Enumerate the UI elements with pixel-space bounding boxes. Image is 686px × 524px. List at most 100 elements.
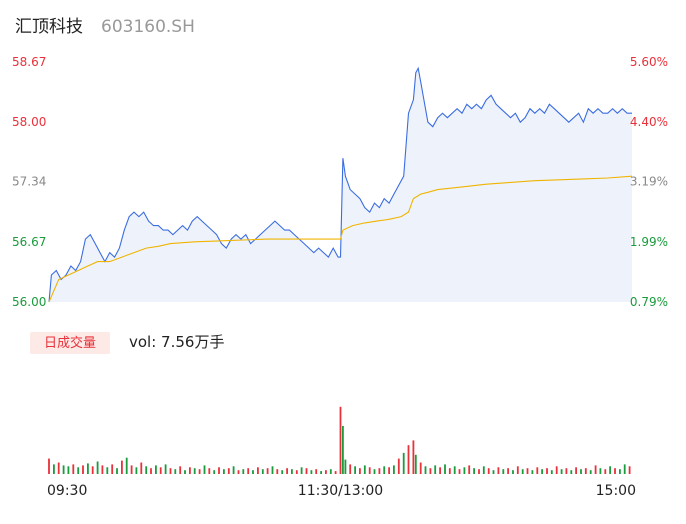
volume-bar bbox=[121, 460, 123, 474]
volume-bar bbox=[516, 466, 519, 474]
right-tick-label: 3.19% bbox=[630, 175, 668, 189]
volume-bar bbox=[575, 467, 577, 474]
volume-bar bbox=[599, 468, 602, 474]
volume-bar bbox=[393, 465, 395, 474]
volume-bar bbox=[359, 468, 361, 474]
volume-bar bbox=[252, 470, 254, 474]
volume-bar bbox=[169, 468, 172, 474]
volume-bar bbox=[310, 470, 313, 474]
volume-bar bbox=[227, 468, 230, 474]
volume-bar bbox=[412, 440, 415, 474]
volume-bar bbox=[62, 465, 65, 474]
volume-bar bbox=[257, 467, 259, 474]
volume-bar bbox=[155, 465, 157, 474]
volume-bar bbox=[218, 467, 220, 474]
volume-bar bbox=[116, 468, 118, 474]
volume-bar bbox=[48, 458, 50, 474]
volume-bar bbox=[512, 470, 514, 474]
left-tick-label: 56.67 bbox=[12, 235, 46, 249]
volume-bar bbox=[429, 468, 432, 474]
volume-bar bbox=[325, 470, 327, 474]
volume-bar bbox=[397, 458, 400, 474]
volume-bar bbox=[536, 467, 539, 474]
volume-bar bbox=[546, 468, 548, 474]
volume-bar bbox=[414, 454, 417, 474]
time-label: 11:30/13:00 bbox=[298, 483, 383, 499]
time-label: 09:30 bbox=[47, 483, 87, 499]
volume-bar bbox=[550, 470, 553, 474]
volume-bar bbox=[208, 468, 211, 474]
right-tick-label: 5.60% bbox=[630, 55, 668, 69]
volume-bar bbox=[101, 465, 104, 474]
volume-bar bbox=[619, 469, 621, 474]
volume-bar bbox=[354, 466, 356, 474]
volume-bar bbox=[135, 467, 138, 474]
volume-bar bbox=[482, 466, 485, 474]
volume-bar bbox=[77, 467, 80, 474]
volume-bar bbox=[560, 469, 563, 474]
average-price-line bbox=[48, 175, 633, 303]
volume-bar bbox=[444, 464, 446, 474]
volume-bar bbox=[589, 470, 592, 474]
volume-bar bbox=[242, 469, 245, 474]
volume-bar bbox=[329, 469, 332, 474]
volume-badge bbox=[30, 332, 110, 354]
volume-bar bbox=[439, 467, 441, 474]
price-panel bbox=[48, 66, 633, 303]
volume-bar bbox=[468, 465, 471, 474]
volume-bar bbox=[232, 466, 235, 474]
right-tick-label: 1.99% bbox=[630, 235, 668, 249]
volume-bar bbox=[580, 469, 582, 474]
volume-bar bbox=[531, 470, 534, 474]
volume-bar bbox=[373, 469, 376, 474]
volume-bar bbox=[164, 464, 167, 474]
volume-bar bbox=[349, 464, 352, 474]
left-tick-label: 56.00 bbox=[12, 295, 46, 309]
volume-bar bbox=[463, 467, 466, 474]
left-price-axis: 58.67 58.00 57.34 56.67 56.00 bbox=[12, 55, 46, 309]
volume-bar bbox=[276, 469, 279, 474]
volume-bar bbox=[368, 467, 371, 474]
volume-bar bbox=[223, 469, 225, 474]
price-line bbox=[48, 66, 632, 303]
volume-bar bbox=[594, 465, 597, 474]
volume-bar bbox=[628, 466, 631, 474]
volume-bar bbox=[315, 469, 318, 474]
volume-bar bbox=[198, 469, 201, 474]
volume-bar bbox=[295, 470, 298, 474]
volume-bar bbox=[570, 470, 573, 474]
volume-bar bbox=[261, 469, 264, 474]
volume-bar bbox=[609, 466, 611, 474]
volume-bar bbox=[305, 468, 308, 474]
volume-bar bbox=[247, 468, 250, 474]
volume-bar bbox=[526, 468, 529, 474]
volume-bar bbox=[565, 468, 568, 474]
volume-bar bbox=[419, 462, 422, 474]
volume-bar bbox=[402, 452, 405, 474]
right-tick-label: 4.40% bbox=[630, 115, 668, 129]
volume-bar bbox=[96, 461, 99, 474]
volume-bar bbox=[383, 466, 386, 474]
volume-bar bbox=[497, 467, 500, 474]
volume-bar bbox=[286, 468, 288, 474]
volume-bar bbox=[555, 466, 558, 474]
volume-bar bbox=[334, 471, 337, 474]
volume-bar bbox=[72, 464, 75, 474]
volume-bar bbox=[140, 462, 143, 474]
volume-bar bbox=[623, 464, 626, 474]
volume-bar bbox=[266, 468, 269, 474]
time-axis: 09:30 11:30/13:00 15:00 bbox=[47, 483, 636, 499]
volume-bar bbox=[487, 468, 490, 474]
volume-bar bbox=[378, 468, 381, 474]
volume-bar bbox=[339, 406, 342, 474]
volume-bar bbox=[53, 464, 55, 474]
volume-summary: vol: 7.56万手 bbox=[129, 333, 224, 351]
volume-bar bbox=[584, 468, 587, 474]
volume-bar bbox=[57, 462, 60, 474]
volume-bar bbox=[125, 457, 128, 474]
volume-bar bbox=[179, 466, 182, 474]
volume-bar bbox=[502, 469, 505, 474]
volume-bar bbox=[193, 468, 196, 474]
volume-bar bbox=[541, 469, 543, 474]
